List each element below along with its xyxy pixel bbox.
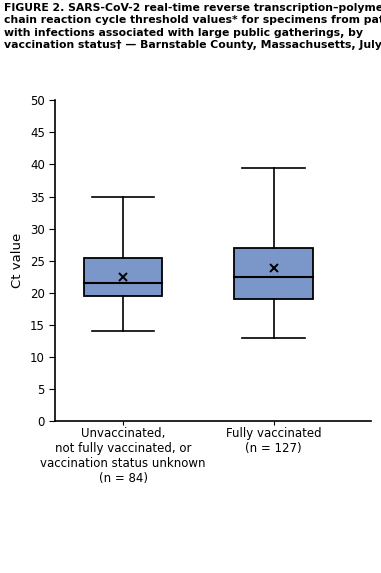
Text: FIGURE 2. SARS-CoV-2 real-time reverse transcription–polymerase
chain reaction c: FIGURE 2. SARS-CoV-2 real-time reverse t… [4, 3, 381, 50]
Y-axis label: Ct value: Ct value [11, 233, 24, 288]
Text: Unvaccinated,
not fully vaccinated, or
vaccination status unknown
(n = 84): Unvaccinated, not fully vaccinated, or v… [40, 427, 206, 485]
Bar [234, 248, 313, 299]
Bar [84, 257, 162, 296]
Text: Fully vaccinated
(n = 127): Fully vaccinated (n = 127) [226, 427, 322, 455]
